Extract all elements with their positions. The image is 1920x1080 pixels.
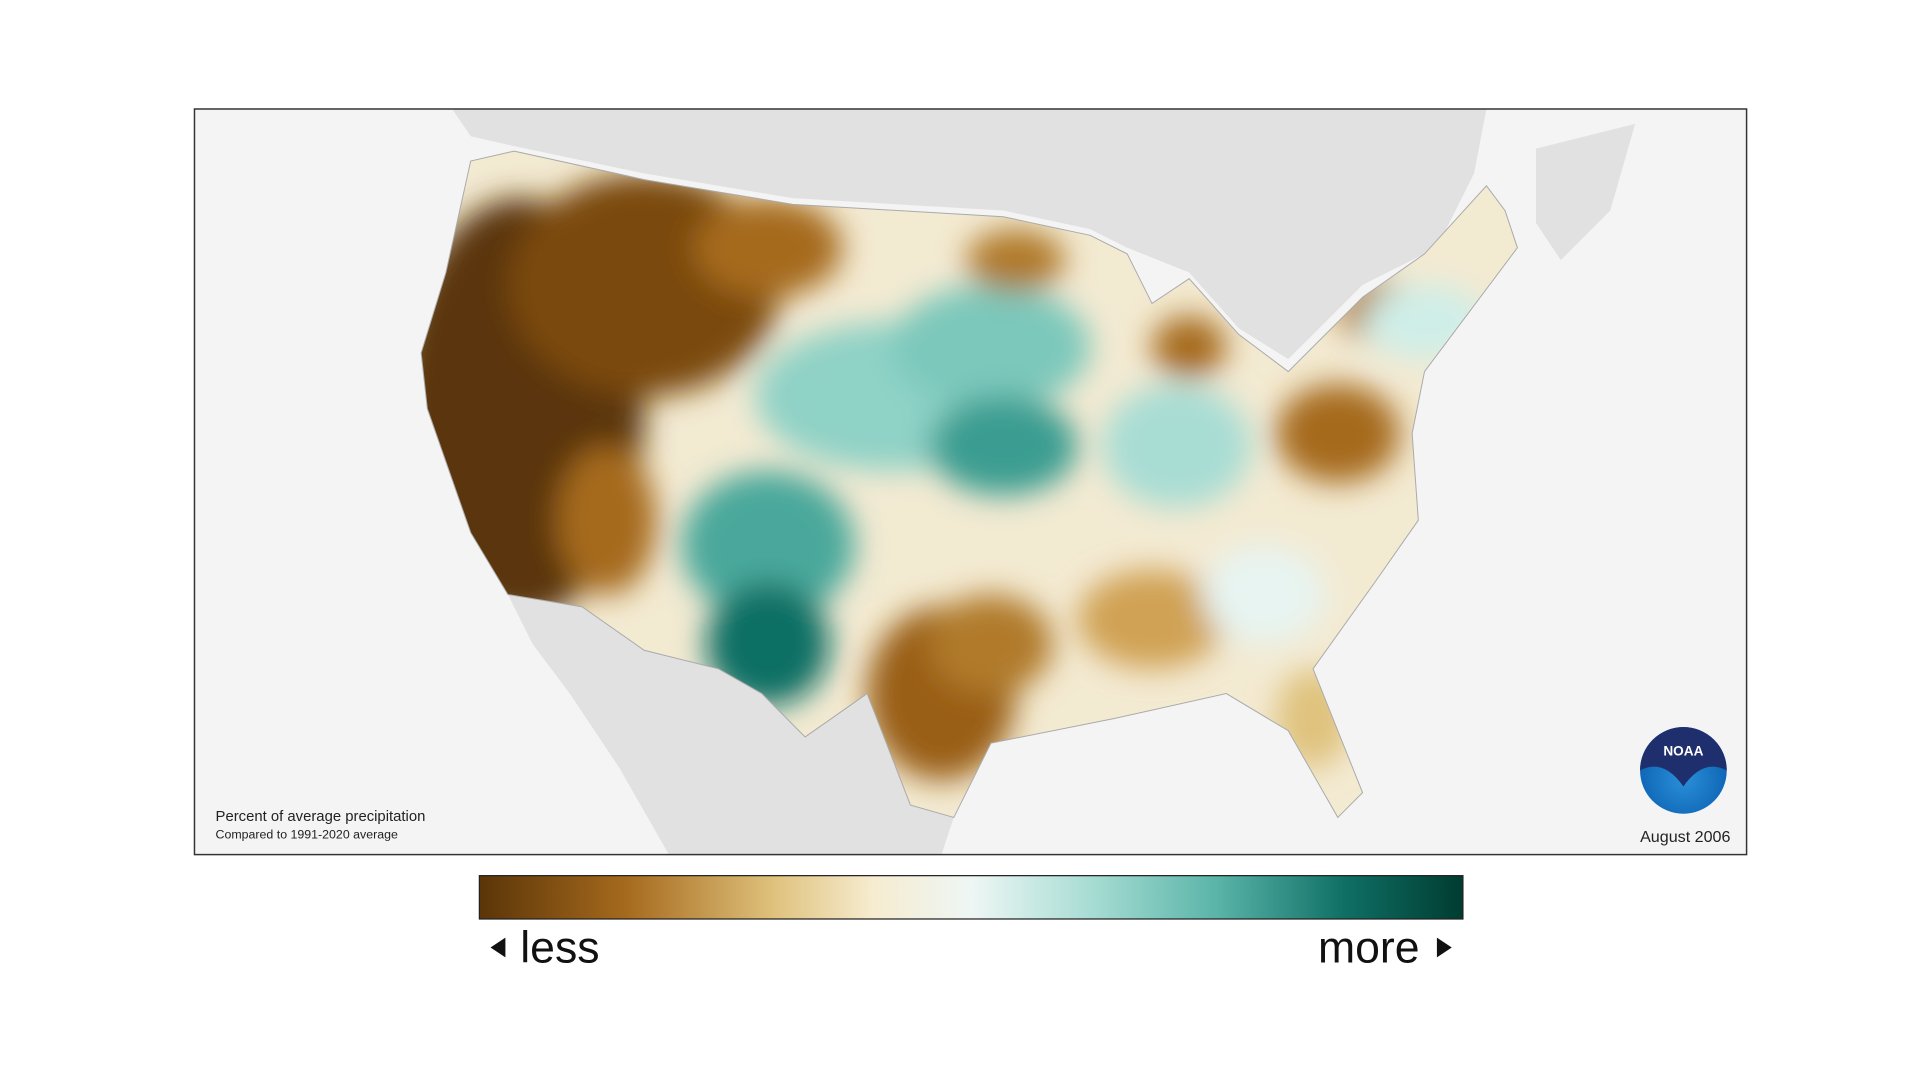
less-arrow: [490, 937, 506, 958]
legend-high-label: more: [1318, 923, 1420, 972]
maritimes: [1536, 123, 1636, 261]
color-bar: [478, 875, 1464, 920]
caption-title: Percent of average precipitation: [216, 809, 426, 825]
noaa-logo: NOAA: [1640, 727, 1727, 814]
map-area: [194, 108, 1747, 855]
map-frame: [193, 108, 1748, 856]
anomaly-field: [421, 173, 1487, 781]
map-date: August 2006: [1640, 828, 1730, 846]
logo-top: [1640, 727, 1727, 787]
more-arrow: [1436, 937, 1452, 958]
legend-low-label: less: [520, 923, 599, 972]
logo-text: NOAA: [1663, 744, 1703, 759]
canada: [452, 108, 1487, 360]
us-border: [420, 150, 1518, 819]
mexico: [507, 594, 954, 855]
caption-subtitle: Compared to 1991-2020 average: [216, 827, 398, 841]
